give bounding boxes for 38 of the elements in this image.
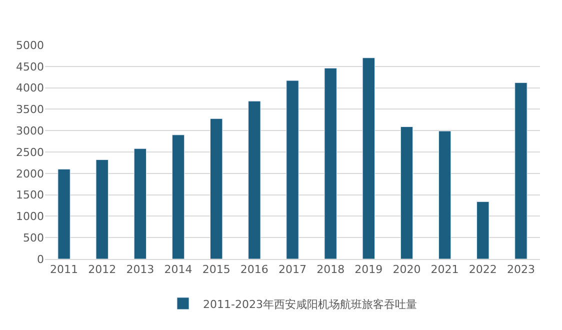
x-tick-label: 2015 bbox=[202, 263, 230, 276]
y-tick-label: 1000 bbox=[16, 210, 44, 224]
bar bbox=[438, 130, 452, 259]
y-tick-label: 5000 bbox=[16, 38, 44, 52]
y-tick-label: 3000 bbox=[16, 124, 44, 138]
bar bbox=[362, 58, 375, 259]
bar bbox=[134, 148, 147, 259]
x-tick-label: 2016 bbox=[240, 263, 268, 276]
bar bbox=[210, 118, 223, 259]
y-tick-label: 2000 bbox=[16, 167, 44, 180]
bar bbox=[324, 68, 337, 259]
y-tick-label: 3500 bbox=[16, 103, 44, 116]
y-tick-label: 1500 bbox=[16, 188, 44, 202]
y-tick-label: 0 bbox=[37, 252, 44, 266]
x-tick-label: 2012 bbox=[88, 263, 116, 276]
bar bbox=[514, 82, 528, 259]
x-tick-label: 2017 bbox=[278, 263, 306, 276]
x-tick-label: 2018 bbox=[316, 263, 345, 276]
bar bbox=[58, 168, 70, 259]
bar bbox=[476, 201, 490, 259]
bar bbox=[172, 134, 185, 259]
x-tick-label: 2021 bbox=[430, 263, 459, 276]
bar bbox=[400, 126, 414, 259]
bar bbox=[248, 100, 261, 259]
x-tick-label: 2022 bbox=[468, 263, 497, 276]
x-tick-label: 2019 bbox=[354, 263, 383, 276]
x-tick-label: 2020 bbox=[392, 263, 421, 276]
y-tick-label: 2500 bbox=[16, 146, 44, 159]
x-tick-label: 2014 bbox=[164, 263, 192, 276]
y-tick-label: 4000 bbox=[16, 82, 44, 95]
y-tick-label: 500 bbox=[23, 231, 44, 244]
x-tick-label: 2023 bbox=[506, 263, 535, 276]
legend-label: 2011-2023年西安咸阳机场航班旅客吞吐量 bbox=[203, 298, 417, 311]
y-tick-label: 4500 bbox=[16, 60, 44, 74]
x-tick-label: 2011 bbox=[50, 263, 78, 276]
bar bbox=[286, 80, 299, 259]
x-tick-label: 2013 bbox=[126, 263, 154, 276]
bar bbox=[96, 159, 108, 259]
